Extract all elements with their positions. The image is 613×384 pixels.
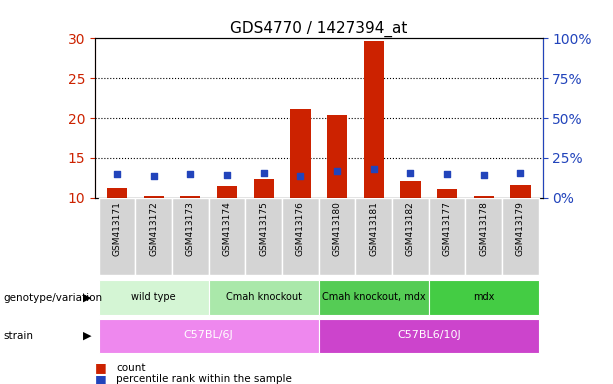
Bar [143, 196, 164, 198]
Bar [356, 198, 392, 275]
Text: GSM413176: GSM413176 [296, 202, 305, 257]
Text: GSM413182: GSM413182 [406, 202, 415, 257]
Point [479, 172, 489, 179]
Point [442, 170, 452, 177]
Bar [465, 198, 502, 275]
Text: percentile rank within the sample: percentile rank within the sample [116, 374, 292, 384]
Text: GSM413181: GSM413181 [369, 202, 378, 257]
Bar [245, 198, 282, 275]
Bar [474, 196, 494, 198]
Text: GSM413178: GSM413178 [479, 202, 489, 257]
Bar [429, 280, 539, 315]
Text: ■: ■ [95, 361, 107, 374]
Point [259, 170, 268, 176]
Bar [319, 319, 539, 353]
Text: ▶: ▶ [83, 331, 92, 341]
Bar [502, 198, 539, 275]
Text: strain: strain [3, 331, 33, 341]
Bar [99, 319, 319, 353]
Text: GSM413171: GSM413171 [113, 202, 121, 257]
Bar [208, 198, 245, 275]
Bar [392, 198, 429, 275]
Bar [319, 280, 429, 315]
Text: C57BL/6J: C57BL/6J [184, 330, 234, 340]
Text: GSM413177: GSM413177 [443, 202, 452, 257]
Point [149, 173, 159, 179]
Bar [180, 196, 200, 198]
Point [295, 173, 305, 179]
Point [186, 171, 196, 177]
Text: wild type: wild type [131, 292, 176, 302]
Bar [400, 181, 421, 198]
Bar [364, 41, 384, 198]
Bar [217, 186, 237, 198]
Bar [99, 198, 135, 275]
Bar [511, 185, 531, 198]
Point [112, 170, 122, 177]
Bar [172, 198, 208, 275]
Point [332, 169, 342, 175]
Title: GDS4770 / 1427394_at: GDS4770 / 1427394_at [230, 21, 408, 37]
Text: GSM413180: GSM413180 [333, 202, 341, 257]
Text: GSM413173: GSM413173 [186, 202, 195, 257]
Bar [135, 198, 172, 275]
Text: count: count [116, 363, 146, 373]
Text: GSM413175: GSM413175 [259, 202, 268, 257]
Text: mdx: mdx [473, 292, 495, 302]
Text: genotype/variation: genotype/variation [3, 293, 102, 303]
Text: GSM413172: GSM413172 [149, 202, 158, 257]
Bar [208, 280, 319, 315]
Bar [254, 179, 274, 198]
Point [406, 170, 416, 176]
Bar [327, 115, 347, 198]
Bar [429, 198, 465, 275]
Text: Cmah knockout, mdx: Cmah knockout, mdx [322, 292, 425, 302]
Text: GSM413179: GSM413179 [516, 202, 525, 257]
Text: ▶: ▶ [83, 293, 92, 303]
Text: Cmah knockout: Cmah knockout [226, 292, 302, 302]
Bar [437, 189, 457, 198]
Bar [291, 109, 311, 198]
Text: GSM413174: GSM413174 [223, 202, 232, 257]
Point [516, 170, 525, 176]
Bar [107, 188, 127, 198]
Bar [282, 198, 319, 275]
Text: ■: ■ [95, 373, 107, 384]
Bar [319, 198, 356, 275]
Point [222, 172, 232, 178]
Point [369, 166, 379, 172]
Text: C57BL6/10J: C57BL6/10J [397, 330, 461, 340]
Bar [99, 280, 208, 315]
